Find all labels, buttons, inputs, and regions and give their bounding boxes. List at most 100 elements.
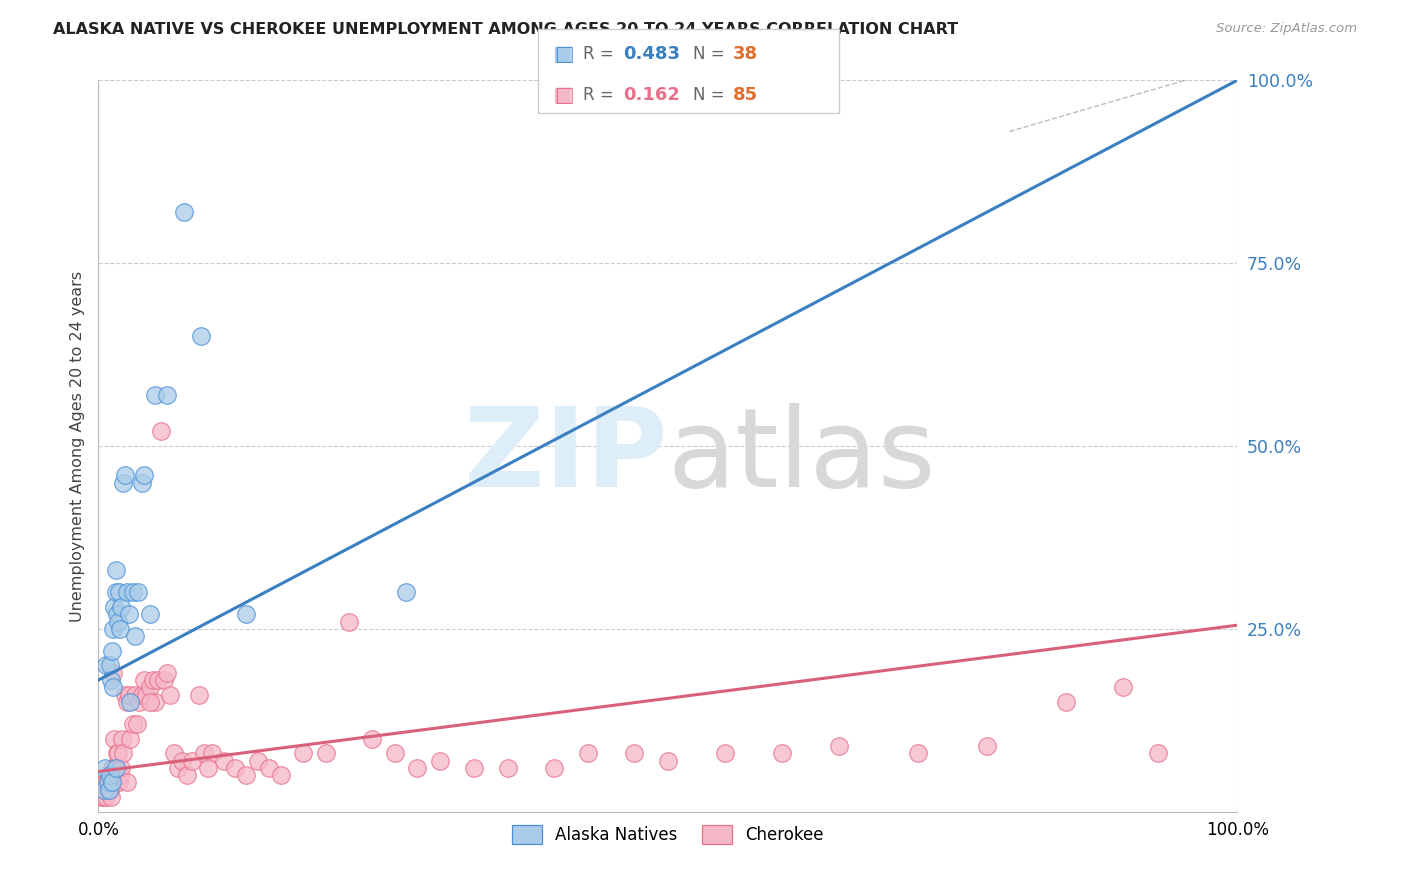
Point xyxy=(315,746,337,760)
Point xyxy=(543,761,565,775)
Point xyxy=(101,775,124,789)
Point xyxy=(115,695,138,709)
Point xyxy=(406,761,429,775)
Point xyxy=(976,739,998,753)
Point xyxy=(235,607,257,622)
Point xyxy=(118,688,141,702)
Point xyxy=(103,622,125,636)
Point xyxy=(104,563,127,577)
Point xyxy=(115,585,138,599)
Point xyxy=(101,775,124,789)
Point xyxy=(90,790,112,805)
Point xyxy=(828,739,851,753)
Point xyxy=(498,761,520,775)
Point xyxy=(103,665,125,680)
Point xyxy=(162,746,184,760)
Point xyxy=(156,388,179,402)
Point xyxy=(107,615,129,629)
Point xyxy=(114,468,136,483)
Point xyxy=(104,775,127,789)
Point xyxy=(96,775,118,789)
Point xyxy=(173,205,195,219)
Point xyxy=(127,585,149,599)
Point xyxy=(1112,681,1135,695)
Point xyxy=(167,761,190,775)
Point xyxy=(112,746,135,760)
Point xyxy=(100,673,122,687)
Point xyxy=(142,673,165,687)
Point xyxy=(395,585,418,599)
Point xyxy=(180,754,202,768)
Point xyxy=(97,782,120,797)
Point xyxy=(107,746,129,760)
Text: 85: 85 xyxy=(733,87,758,104)
Point xyxy=(94,761,117,775)
Point xyxy=(270,768,292,782)
Point xyxy=(105,607,128,622)
Point xyxy=(770,746,793,760)
Text: ■: ■ xyxy=(553,44,572,63)
Point xyxy=(235,768,257,782)
Point xyxy=(128,695,150,709)
Point xyxy=(907,746,929,760)
Point xyxy=(91,782,114,797)
Point xyxy=(115,775,138,789)
Point xyxy=(145,388,167,402)
Point xyxy=(96,775,118,789)
Point xyxy=(120,731,142,746)
Point xyxy=(246,754,269,768)
Point xyxy=(111,731,134,746)
Point xyxy=(94,782,117,797)
Point xyxy=(124,629,146,643)
Point xyxy=(104,761,127,775)
Point xyxy=(98,775,121,789)
Point xyxy=(360,731,382,746)
Legend: Alaska Natives, Cherokee: Alaska Natives, Cherokee xyxy=(505,818,831,851)
Point xyxy=(131,688,153,702)
Point xyxy=(94,775,117,789)
Point xyxy=(138,695,160,709)
Point xyxy=(150,425,173,439)
Point xyxy=(104,585,127,599)
Point xyxy=(108,585,131,599)
Point xyxy=(93,790,115,805)
Point xyxy=(132,468,155,483)
Text: atlas: atlas xyxy=(668,403,936,510)
Point xyxy=(135,688,157,702)
Text: 38: 38 xyxy=(733,45,758,62)
Text: ALASKA NATIVE VS CHEROKEE UNEMPLOYMENT AMONG AGES 20 TO 24 YEARS CORRELATION CHA: ALASKA NATIVE VS CHEROKEE UNEMPLOYMENT A… xyxy=(53,22,959,37)
Point xyxy=(120,695,142,709)
Point xyxy=(110,599,132,614)
Point xyxy=(193,746,215,760)
Point xyxy=(1054,695,1078,709)
Text: R =: R = xyxy=(583,87,614,104)
Point xyxy=(176,768,198,782)
Point xyxy=(657,754,679,768)
Point xyxy=(463,761,485,775)
Point xyxy=(108,622,131,636)
Point xyxy=(212,754,235,768)
Point xyxy=(187,688,209,702)
Point xyxy=(110,761,132,775)
Text: Source: ZipAtlas.com: Source: ZipAtlas.com xyxy=(1216,22,1357,36)
Point xyxy=(96,658,118,673)
Point xyxy=(224,761,246,775)
Point xyxy=(124,688,146,702)
Point xyxy=(576,746,599,760)
Point xyxy=(112,475,135,490)
Point xyxy=(105,746,128,760)
Point xyxy=(98,658,121,673)
Point xyxy=(259,761,281,775)
Point xyxy=(714,746,737,760)
Point xyxy=(121,717,143,731)
Point xyxy=(98,782,121,797)
Text: ■: ■ xyxy=(553,86,572,105)
Point xyxy=(103,761,125,775)
Point xyxy=(170,754,193,768)
Text: N =: N = xyxy=(693,45,724,62)
Text: 0.162: 0.162 xyxy=(623,87,679,104)
Point xyxy=(96,790,118,805)
Point xyxy=(623,746,645,760)
Text: □: □ xyxy=(554,86,574,105)
Point xyxy=(101,644,124,658)
